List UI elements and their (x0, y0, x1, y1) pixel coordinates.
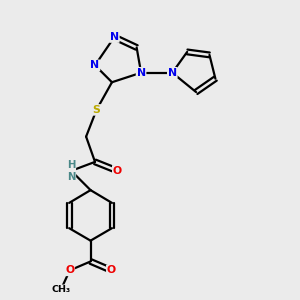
Text: N: N (136, 68, 146, 78)
Text: CH₃: CH₃ (51, 285, 70, 294)
Text: S: S (93, 105, 101, 115)
Text: O: O (113, 166, 122, 176)
Text: N: N (168, 68, 177, 78)
Text: O: O (65, 266, 74, 275)
Text: N: N (110, 32, 119, 42)
Text: N: N (91, 60, 100, 70)
Text: O: O (107, 266, 116, 275)
Text: H
N: H N (67, 160, 75, 182)
